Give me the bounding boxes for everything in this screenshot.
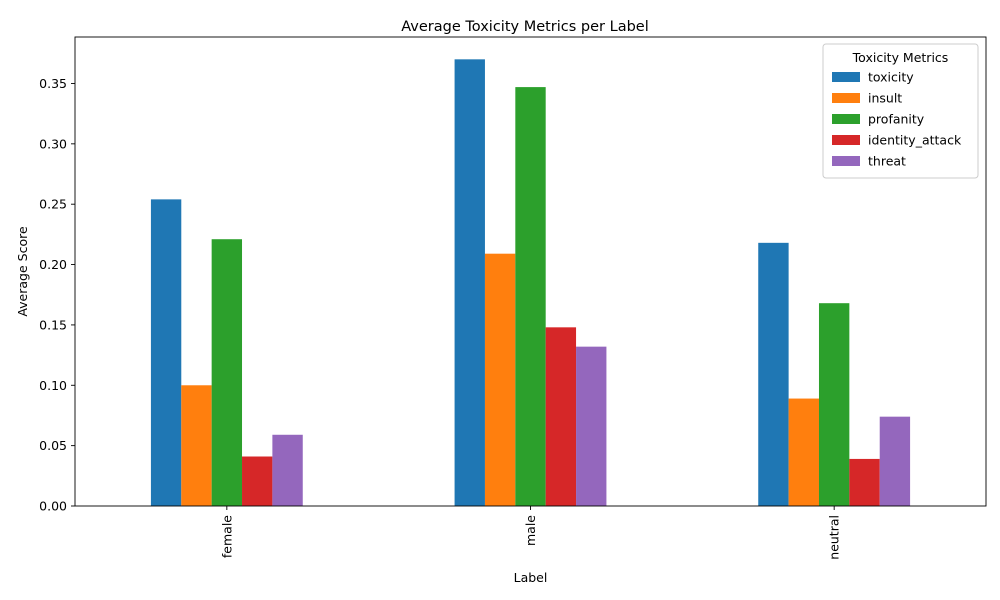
legend-box — [822, 43, 979, 179]
legend-swatch-identity-attack — [832, 135, 860, 145]
legend-label-threat: threat — [868, 154, 906, 169]
legend-swatch-threat — [832, 156, 860, 166]
bar-toxicity-female — [150, 199, 182, 506]
bar-insult-male — [484, 253, 516, 506]
y-tick-label: 0.25 — [39, 197, 67, 212]
bar-identity-attack-male — [545, 327, 577, 506]
legend: Toxicity Metrics toxicity insult profanity… — [822, 43, 979, 179]
plot-area-frame — [74, 36, 987, 507]
legend-label-insult: insult — [868, 91, 902, 106]
legend-swatch-insult — [832, 93, 860, 103]
bar-profanity-female — [211, 239, 243, 506]
legend-items: toxicity insult profanity identity_attackth… — [832, 70, 962, 169]
y-tick-label: 0.30 — [39, 136, 67, 151]
y-tick-label: 0.10 — [39, 378, 67, 393]
legend-swatch-toxicity — [832, 72, 860, 82]
y-tick-label: 0.35 — [39, 76, 67, 91]
bar-toxicity-neutral — [758, 242, 789, 506]
y-tick-label: 0.20 — [39, 257, 67, 272]
bar-threat-neutral — [879, 416, 911, 506]
x-tick-label-male: male — [523, 515, 538, 546]
y-axis: 0.00 0.05 0.10 0.15 0.20 0.25 0.30 0.35 — [39, 76, 75, 514]
legend-label-identity-attack: identity_attack — [868, 133, 962, 148]
y-tick-label: 0.00 — [39, 499, 67, 514]
bar-toxicity-male — [454, 59, 485, 506]
bar-threat-male — [576, 346, 607, 506]
legend-title: Toxicity Metrics — [852, 50, 949, 65]
bar-insult-neutral — [788, 398, 819, 506]
legend-label-toxicity: toxicity — [868, 70, 914, 85]
chart-title: Average Toxicity Metrics per Label — [401, 19, 649, 35]
bars-group — [150, 59, 911, 506]
x-tick-label-female: female — [219, 515, 234, 558]
bar-profanity-neutral — [818, 303, 850, 506]
bar-identity-attack-neutral — [849, 458, 880, 506]
bar-insult-female — [181, 385, 212, 506]
x-tick-label-neutral: neutral — [827, 515, 842, 560]
x-axis-label: Label — [514, 570, 548, 585]
bar-identity-attack-female — [242, 456, 273, 506]
bar-profanity-male — [515, 87, 546, 506]
legend-label-profanity: profanity — [868, 112, 925, 127]
bar-threat-female — [272, 434, 303, 506]
legend-swatch-profanity — [832, 114, 860, 124]
x-axis: female male neutral — [219, 506, 842, 560]
y-axis-label: Average Score — [15, 226, 30, 317]
y-tick-label: 0.05 — [39, 438, 67, 453]
y-tick-label: 0.15 — [39, 317, 67, 332]
